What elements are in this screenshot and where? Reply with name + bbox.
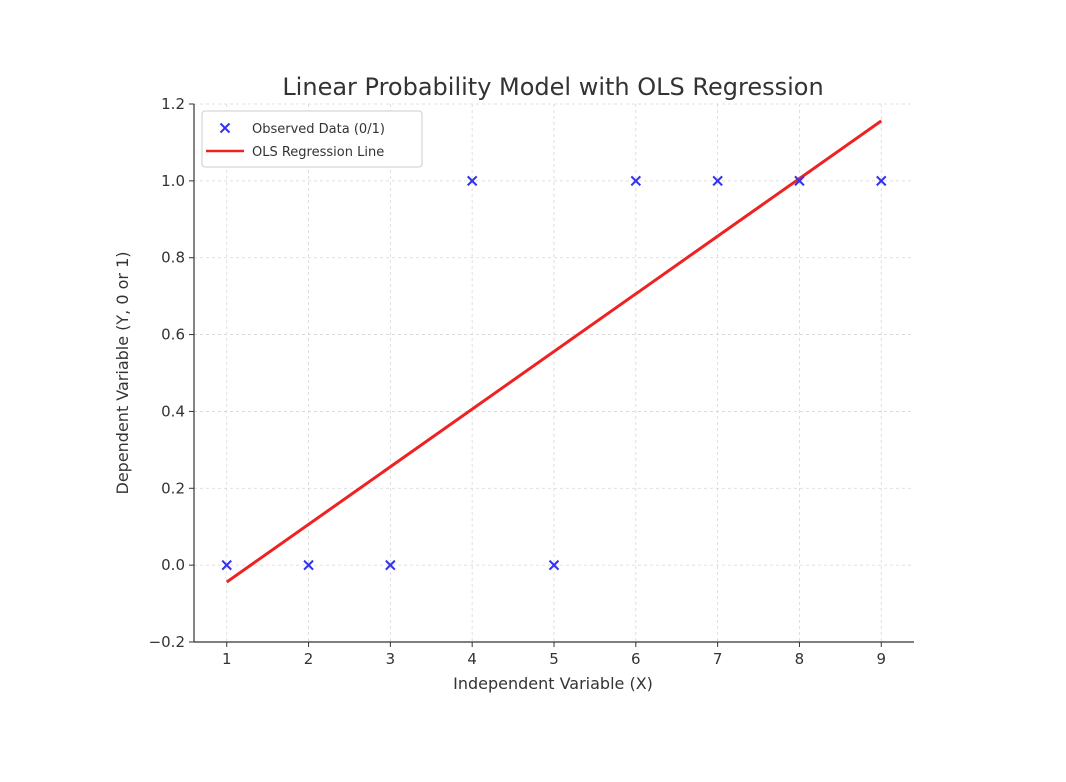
y-tick-label-0: −0.2 xyxy=(149,633,185,651)
x-tick-label-7: 7 xyxy=(713,650,723,668)
x-tick-label-2: 2 xyxy=(304,650,314,668)
y-tick-label-7: 1.2 xyxy=(161,95,185,113)
y-axis-ticks: −0.2 0.0 0.2 0.4 0.6 0.8 1.0 1.2 xyxy=(149,95,194,651)
legend: Observed Data (0/1) OLS Regression Line xyxy=(201,110,423,168)
y-tick-label-2: 0.2 xyxy=(161,479,185,497)
y-tick-label-5: 0.8 xyxy=(161,249,185,267)
grid xyxy=(194,103,914,643)
y-tick-label-4: 0.6 xyxy=(161,326,185,344)
axes xyxy=(193,104,914,643)
chart-title: Linear Probability Model with OLS Regres… xyxy=(282,73,823,101)
legend-label-observed: Observed Data (0/1) xyxy=(252,122,385,137)
x-tick-label-9: 9 xyxy=(876,650,886,668)
data-point-stroke xyxy=(712,175,723,187)
legend-x-stroke xyxy=(219,122,231,134)
legend-marker-observed xyxy=(219,122,231,134)
data-point-stroke xyxy=(548,559,560,571)
y-axis-label: Dependent Variable (Y, 0 or 1) xyxy=(113,252,132,495)
x-tick-label-8: 8 xyxy=(795,650,805,668)
data-point-1 xyxy=(221,559,232,571)
data-point-stroke xyxy=(876,175,887,187)
data-point-5 xyxy=(548,559,560,571)
ols-regression-line xyxy=(225,119,883,584)
data-point-3 xyxy=(385,559,396,571)
x-tick-label-1: 1 xyxy=(222,650,232,668)
series-observed-data xyxy=(221,175,887,571)
data-point-stroke xyxy=(466,175,478,187)
data-point-6 xyxy=(630,175,642,187)
x-axis-ticks: 1 2 3 4 5 6 7 8 9 xyxy=(222,642,886,668)
data-point-9 xyxy=(876,175,887,187)
series-ols-regression-line xyxy=(225,119,883,584)
legend-label-ols: OLS Regression Line xyxy=(252,145,384,160)
data-point-stroke xyxy=(794,175,805,187)
x-tick-label-6: 6 xyxy=(631,650,641,668)
data-point-stroke xyxy=(630,175,642,187)
data-point-stroke xyxy=(303,559,314,571)
data-point-stroke xyxy=(385,559,396,571)
x-tick-label-4: 4 xyxy=(467,650,477,668)
data-point-stroke xyxy=(221,559,232,571)
data-point-4 xyxy=(466,175,478,187)
x-tick-label-3: 3 xyxy=(386,650,396,668)
data-point-8 xyxy=(794,175,805,187)
y-tick-label-1: 0.0 xyxy=(161,556,185,574)
y-tick-label-6: 1.0 xyxy=(161,172,185,190)
x-tick-label-5: 5 xyxy=(549,650,559,668)
legend-box xyxy=(201,110,423,168)
y-tick-label-3: 0.4 xyxy=(161,402,185,420)
data-point-7 xyxy=(712,175,723,187)
x-axis-label: Independent Variable (X) xyxy=(453,674,653,693)
data-point-2 xyxy=(303,559,314,571)
